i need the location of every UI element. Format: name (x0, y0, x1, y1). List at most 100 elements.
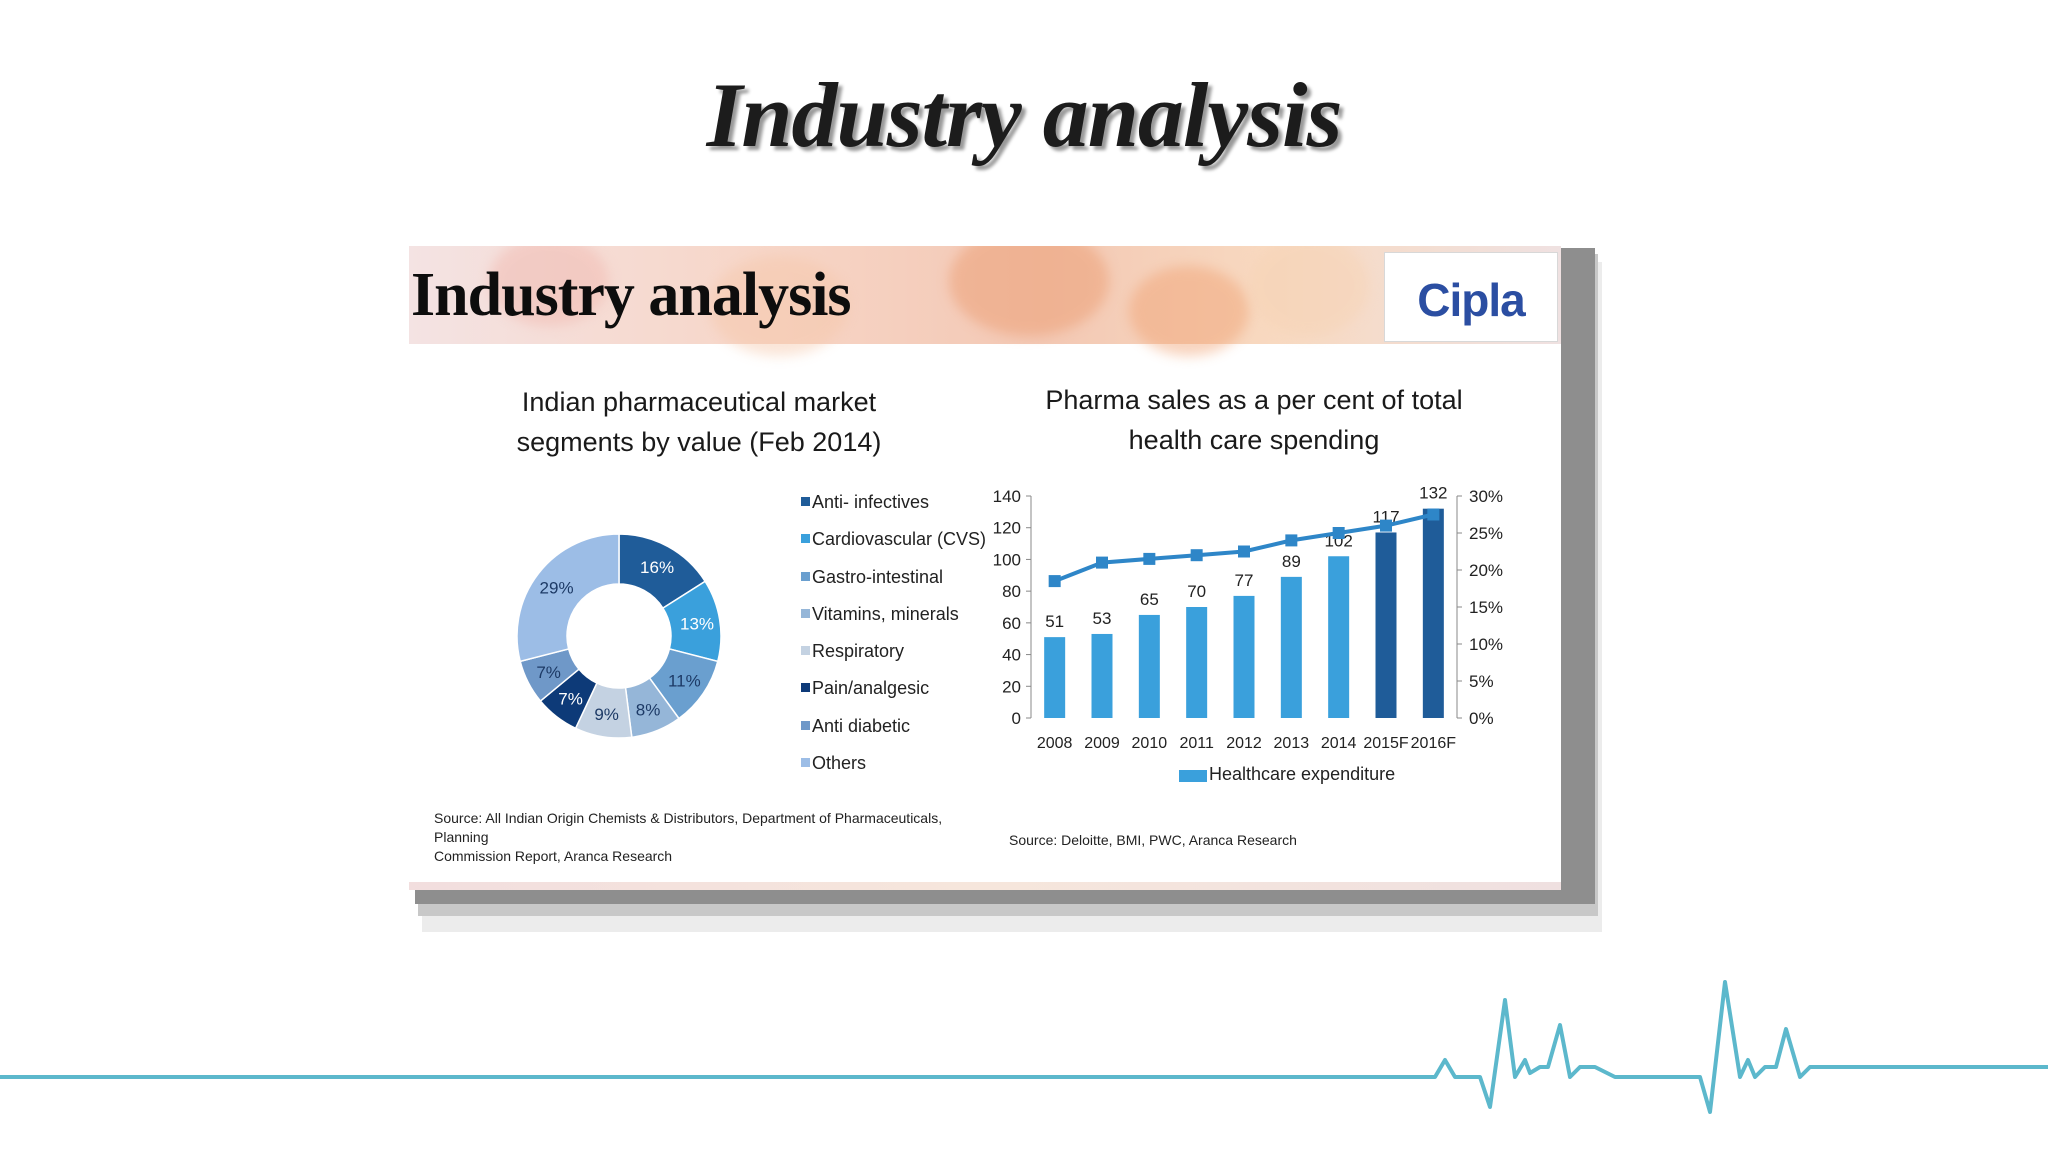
panel-bottom-strip (409, 882, 1561, 890)
x-tick-label: 2010 (1132, 735, 1168, 752)
legend-swatch (801, 758, 810, 768)
bar (1186, 607, 1208, 718)
legend-label: Vitamins, minerals (812, 603, 959, 624)
bar-title-line2: health care spending (1128, 425, 1380, 455)
y-tick-label: 100 (993, 550, 1021, 569)
bar-value-label: 89 (1282, 552, 1301, 571)
legend-label: Respiratory (812, 641, 905, 662)
legend-swatch (801, 720, 810, 730)
y-tick-label: 40 (1002, 646, 1021, 665)
y-right-tick-label: 15% (1469, 598, 1503, 617)
x-tick-label: 2013 (1274, 735, 1310, 752)
bar-line-chart: 0 20 40 60 80 100 120 140 0% 5% 10% 15% 20% 25% 30% 51 2… (993, 484, 1503, 752)
bar-value-label: 77 (1235, 571, 1254, 590)
legend-label: Anti diabetic (812, 715, 911, 736)
donut-slice-label: 8% (636, 700, 661, 719)
bar (1044, 637, 1066, 718)
pie-title-line1: Indian pharmaceutical market (521, 387, 877, 417)
bar-value-label: 53 (1093, 609, 1112, 628)
bar (1280, 576, 1302, 718)
y-right-tick-label: 20% (1469, 561, 1503, 580)
x-tick-label: 2009 (1084, 735, 1120, 752)
donut-slice-label: 9% (594, 705, 619, 724)
line-marker (1332, 527, 1345, 539)
bar-value-label: 117 (1372, 507, 1399, 526)
donut-slice-label: 11% (668, 671, 701, 690)
x-tick-label: 2014 (1321, 735, 1357, 752)
banner-blob (1129, 266, 1249, 356)
y-tick-label: 0 (1012, 709, 1021, 728)
pie-source-line1: Source: All Indian Origin Chemists & Dis… (434, 810, 943, 845)
line-marker (1048, 575, 1061, 588)
legend-label: Gastro-intestinal (812, 566, 944, 587)
legend-label: Others (812, 753, 867, 774)
y-tick-label: 20 (1002, 677, 1021, 696)
y-right-tick-label: 0% (1469, 709, 1494, 728)
donut-slice-label: 7% (536, 663, 561, 682)
bar (1422, 508, 1444, 718)
line-marker (1427, 508, 1440, 521)
bar-source-note: Source: Deloitte, BMI, PWC, Aranca Resea… (1009, 832, 1297, 848)
donut-slice-label: 16% (640, 558, 674, 577)
y-tick-label: 120 (993, 519, 1021, 538)
y-right-tick-label: 25% (1469, 524, 1503, 543)
donut-slice-label: 7% (558, 689, 583, 708)
y-right-tick-label: 10% (1469, 635, 1503, 654)
heartbeat-line (0, 980, 2048, 1114)
bar (1328, 556, 1350, 718)
cipla-logo: Cipla (1384, 252, 1558, 342)
panel-title: Industry analysis (411, 261, 852, 329)
line-marker (1096, 556, 1108, 569)
y-right-tick-label: 5% (1469, 672, 1494, 691)
legend-label: Anti- infectives (812, 492, 930, 512)
line-marker (1238, 545, 1250, 558)
legend-swatch (801, 571, 810, 581)
donut-slice-label: 13% (680, 615, 714, 634)
pie-source-line2: Commission Report, Aranca Research (434, 848, 673, 864)
legend-swatch (801, 608, 810, 618)
donut-chart: 16% 13% 11% 8% 9% 7% 7% 29% (516, 533, 722, 739)
slide-title: Industry analysis (706, 64, 1343, 166)
slide-image-panel: Industry analysis Cipla Indian pharmaceu… (409, 246, 1561, 890)
bar (1375, 532, 1397, 718)
pie-title-line2: segments by value (Feb 2014) (516, 427, 882, 457)
donut-slice (516, 533, 620, 663)
bar-value-label: 70 (1187, 582, 1206, 601)
bar-legend-swatch (1179, 770, 1207, 782)
banner-blob (1249, 246, 1369, 336)
legend-label: Pain/analgesic (812, 678, 930, 699)
line-marker (1380, 519, 1392, 532)
bar (1233, 595, 1255, 718)
logo-text: Cipla (1417, 274, 1525, 326)
y-tick-label: 60 (1002, 614, 1021, 633)
bar-legend-label: Healthcare expenditure (1209, 764, 1396, 784)
donut-slice-label: 29% (540, 579, 574, 598)
banner-blob (489, 246, 609, 326)
bar-value-label: 65 (1140, 590, 1159, 609)
pie-source-note: Source: All Indian Origin Chemists & Dis… (434, 809, 994, 866)
bar-value-label: 132 (1419, 484, 1447, 503)
x-tick-label: 2008 (1037, 735, 1073, 752)
y-tick-label: 80 (1002, 582, 1021, 601)
banner: Industry analysis Cipla (409, 246, 1561, 356)
x-tick-label: 2015F (1363, 735, 1409, 752)
legend-swatch (801, 497, 810, 506)
line-marker (1143, 552, 1156, 565)
y-tick-label: 140 (993, 487, 1021, 506)
bar (1138, 614, 1160, 718)
bar-chart-title: Pharma sales as a per cent of total heal… (1029, 380, 1479, 460)
line-marker (1190, 549, 1203, 562)
bar-value-label: 51 (1045, 612, 1064, 631)
legend-label: Cardiovascular (CVS) (812, 529, 987, 550)
x-tick-label: 2012 (1226, 735, 1262, 752)
x-tick-label: 2016F (1411, 735, 1457, 752)
line-marker (1285, 534, 1298, 547)
x-tick-label: 2011 (1179, 735, 1214, 752)
legend-swatch (801, 683, 810, 693)
legend-swatch (801, 646, 810, 656)
banner-blob (949, 246, 1109, 336)
heartbeat-line-decoration (0, 980, 2048, 1114)
legend-swatch (801, 534, 810, 544)
pie-chart-title: Indian pharmaceutical market segments by… (489, 382, 909, 462)
banner-blob (709, 256, 849, 356)
